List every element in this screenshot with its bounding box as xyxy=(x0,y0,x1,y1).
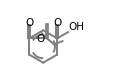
Text: O: O xyxy=(25,18,33,28)
Text: O: O xyxy=(53,18,61,28)
Text: OH: OH xyxy=(68,22,84,32)
Text: O: O xyxy=(37,34,45,44)
